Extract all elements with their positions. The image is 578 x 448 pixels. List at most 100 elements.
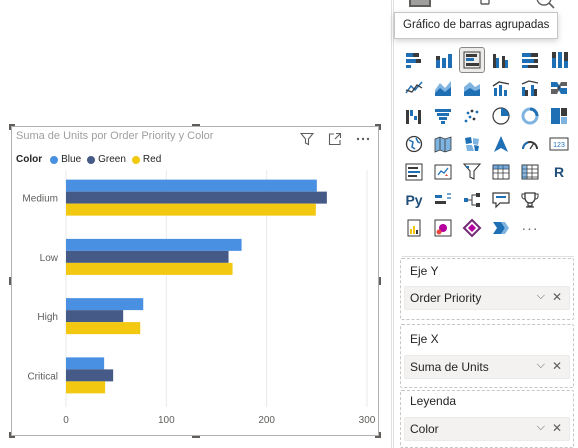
bar bbox=[66, 179, 317, 192]
chevron-down-icon[interactable]: ⌵ bbox=[536, 359, 545, 371]
well-y-axis[interactable] bbox=[400, 258, 574, 320]
stacked-bar-chart-icon[interactable] bbox=[402, 48, 426, 72]
field-name: Suma de Units bbox=[410, 360, 489, 374]
resize-handle[interactable] bbox=[192, 124, 200, 127]
y-tick-label: High bbox=[37, 312, 58, 323]
funnel-chart-icon[interactable] bbox=[431, 104, 455, 128]
remove-field-icon[interactable]: ✕ bbox=[551, 359, 562, 373]
remove-field-icon[interactable]: ✕ bbox=[551, 290, 562, 304]
legend-label: Blue bbox=[61, 154, 82, 165]
bar bbox=[66, 310, 124, 323]
resize-handle[interactable] bbox=[378, 277, 381, 285]
goals-icon[interactable] bbox=[518, 188, 542, 212]
line-and-clustered-column-chart-icon[interactable] bbox=[518, 76, 542, 100]
paginated-report-icon[interactable] bbox=[402, 216, 426, 240]
filled-map-icon[interactable] bbox=[431, 132, 455, 156]
kpi-icon[interactable] bbox=[431, 160, 455, 184]
card-icon[interactable]: 123 bbox=[547, 132, 571, 156]
divider bbox=[402, 256, 574, 257]
bar bbox=[66, 381, 106, 394]
legend-item-red[interactable]: Red bbox=[131, 154, 162, 165]
donut-chart-icon[interactable] bbox=[518, 104, 542, 128]
waterfall-chart-icon[interactable] bbox=[402, 104, 426, 128]
smart-narrative-icon[interactable] bbox=[489, 216, 513, 240]
svg-text:123: 123 bbox=[553, 142, 565, 149]
qa-icon[interactable] bbox=[489, 188, 513, 212]
resize-handle[interactable] bbox=[9, 277, 12, 285]
legend-dot bbox=[87, 155, 96, 164]
more-options-icon[interactable] bbox=[354, 130, 372, 148]
chart-legend: Color Blue Green Red bbox=[16, 154, 161, 165]
y-tick-label: Critical bbox=[27, 371, 58, 382]
format-visual-icon[interactable] bbox=[478, 0, 492, 10]
legend-item-green[interactable]: Green bbox=[87, 154, 126, 165]
field-name: Order Priority bbox=[410, 291, 482, 305]
resize-handle[interactable] bbox=[9, 432, 15, 438]
well-label-legend: Leyenda bbox=[410, 394, 457, 408]
map-icon[interactable] bbox=[402, 132, 426, 156]
legend-label: Green bbox=[98, 154, 126, 165]
clustered-bar-chart-icon[interactable] bbox=[459, 47, 485, 73]
resize-handle[interactable] bbox=[192, 435, 200, 438]
field-name: Color bbox=[410, 422, 439, 436]
filter-icon[interactable] bbox=[298, 130, 316, 148]
more-visuals-icon[interactable]: ··· bbox=[521, 220, 539, 236]
100-stacked-bar-chart-icon[interactable] bbox=[518, 48, 542, 72]
field-chip-order-priority[interactable]: Order Priority ⌵ ✕ bbox=[404, 286, 570, 310]
remove-field-icon[interactable]: ✕ bbox=[551, 421, 562, 435]
resize-handle[interactable] bbox=[375, 432, 381, 438]
field-chip-color[interactable]: Color ⌵ ✕ bbox=[404, 417, 570, 441]
legend-title: Color bbox=[16, 154, 43, 165]
bar bbox=[66, 298, 144, 311]
pie-chart-icon[interactable] bbox=[489, 104, 513, 128]
legend-item-blue[interactable]: Blue bbox=[50, 154, 81, 165]
python-visual-icon[interactable]: Py bbox=[405, 192, 423, 208]
resize-handle[interactable] bbox=[9, 124, 15, 130]
field-chip-suma-de-units[interactable]: Suma de Units ⌵ ✕ bbox=[404, 355, 570, 379]
scatter-chart-icon[interactable] bbox=[460, 104, 484, 128]
clustered-column-chart-icon[interactable] bbox=[489, 48, 513, 72]
analytics-icon[interactable] bbox=[536, 0, 556, 10]
line-and-column-chart-icon[interactable] bbox=[489, 76, 513, 100]
decomposition-tree-icon[interactable] bbox=[460, 188, 484, 212]
area-chart-icon[interactable] bbox=[431, 76, 455, 100]
focus-mode-icon[interactable] bbox=[326, 130, 344, 148]
bar bbox=[66, 191, 327, 204]
bar bbox=[66, 203, 316, 216]
visual-title: Suma de Units por Order Priority y Color bbox=[16, 130, 214, 142]
slicer-icon[interactable] bbox=[460, 160, 484, 184]
legend-label: Red bbox=[142, 154, 162, 165]
azure-map-icon[interactable] bbox=[489, 132, 513, 156]
shape-map-icon[interactable] bbox=[460, 132, 484, 156]
treemap-icon[interactable] bbox=[547, 104, 571, 128]
clustered-bar-visual[interactable]: Suma de Units por Order Priority y Color… bbox=[9, 124, 381, 438]
ribbon-chart-icon[interactable] bbox=[547, 76, 571, 100]
visual-header bbox=[298, 130, 372, 148]
bar bbox=[66, 322, 141, 335]
chevron-down-icon[interactable]: ⌵ bbox=[536, 421, 545, 433]
line-chart-icon[interactable] bbox=[402, 76, 426, 100]
table-icon[interactable] bbox=[489, 160, 513, 184]
well-x-axis[interactable] bbox=[400, 324, 574, 388]
r-visual-icon[interactable]: R bbox=[553, 164, 565, 180]
power-automate-icon[interactable] bbox=[460, 216, 484, 240]
matrix-icon[interactable] bbox=[518, 160, 542, 184]
chevron-down-icon[interactable]: ⌵ bbox=[536, 290, 545, 302]
legend-dot bbox=[131, 155, 140, 164]
resize-handle[interactable] bbox=[375, 124, 381, 130]
build-visual-icon[interactable] bbox=[408, 0, 432, 10]
well-label-x-axis: Eje X bbox=[410, 332, 439, 346]
100-stacked-column-chart-icon[interactable] bbox=[547, 48, 571, 72]
power-apps-icon[interactable] bbox=[431, 216, 455, 240]
visualizations-pane: Gráfico de barras agrupadas 123 R Py ··· Ej… bbox=[394, 0, 578, 448]
pane-divider bbox=[393, 0, 394, 448]
pane-divider bbox=[391, 0, 392, 448]
legend-dot bbox=[50, 155, 59, 164]
bar bbox=[66, 369, 114, 382]
multi-row-card-icon[interactable] bbox=[402, 160, 426, 184]
stacked-column-chart-icon[interactable] bbox=[431, 48, 455, 72]
stacked-area-chart-icon[interactable] bbox=[460, 76, 484, 100]
key-influencers-icon[interactable] bbox=[431, 188, 455, 212]
gauge-icon[interactable] bbox=[518, 132, 542, 156]
x-tick-label: 300 bbox=[359, 415, 376, 426]
